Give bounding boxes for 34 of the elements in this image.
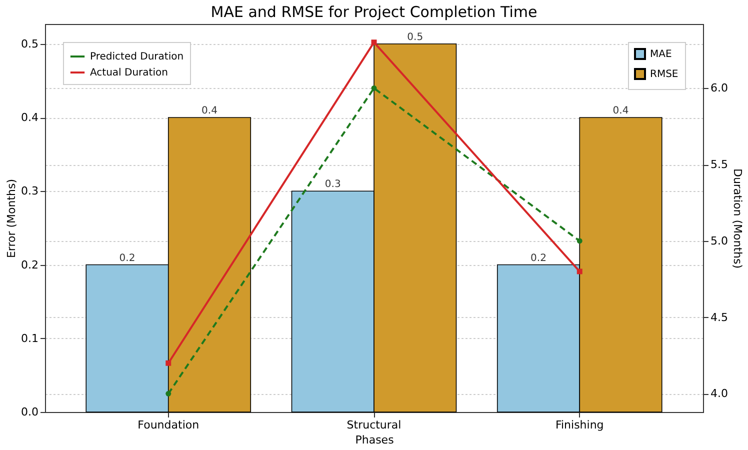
point [166, 390, 172, 396]
y-tick-label: 0.1 [21, 332, 38, 345]
y-tick-label: 0.0 [21, 406, 38, 418]
y2-tick-label: 4.0 [710, 387, 728, 400]
data-label: 0.2 [530, 252, 546, 264]
data-label: 0.2 [119, 252, 136, 264]
y-tick-label: 0.4 [21, 111, 38, 124]
y2-tick-label: 5.5 [710, 158, 728, 172]
point [576, 238, 582, 244]
y-tick-label: 0.5 [21, 37, 38, 50]
point [371, 85, 377, 91]
y2-axis-title: Duration (Months) [730, 168, 744, 269]
data-label: 0.3 [324, 179, 341, 190]
data-label: 0.4 [612, 106, 629, 117]
x-tick-label: Foundation [138, 418, 200, 432]
legend-label: Predicted Duration [90, 52, 184, 62]
data-label: 0.5 [407, 32, 424, 43]
y2-tick-label: 5.0 [710, 234, 728, 248]
y2-tick-label: 4.5 [710, 310, 728, 324]
y-axis-title: Error (Months) [5, 178, 18, 258]
chart-title: MAE and RMSE for Project Completion Time [210, 3, 538, 21]
point [576, 268, 582, 274]
y2-tick-label: 6.0 [710, 82, 728, 95]
data-label: 0.4 [202, 106, 218, 117]
legend-label: Actual Duration [90, 68, 168, 78]
x-tick-label: Finishing [555, 418, 604, 432]
x-axis-title: Phases [355, 434, 394, 446]
point [371, 40, 377, 46]
x-tick-label: Structural [346, 418, 402, 432]
legend-label: RMSE [650, 69, 678, 80]
point [166, 360, 172, 366]
legend-label: MAE [650, 49, 672, 60]
y-tick-label: 0.3 [21, 184, 38, 198]
y-tick-label: 0.2 [21, 258, 38, 272]
